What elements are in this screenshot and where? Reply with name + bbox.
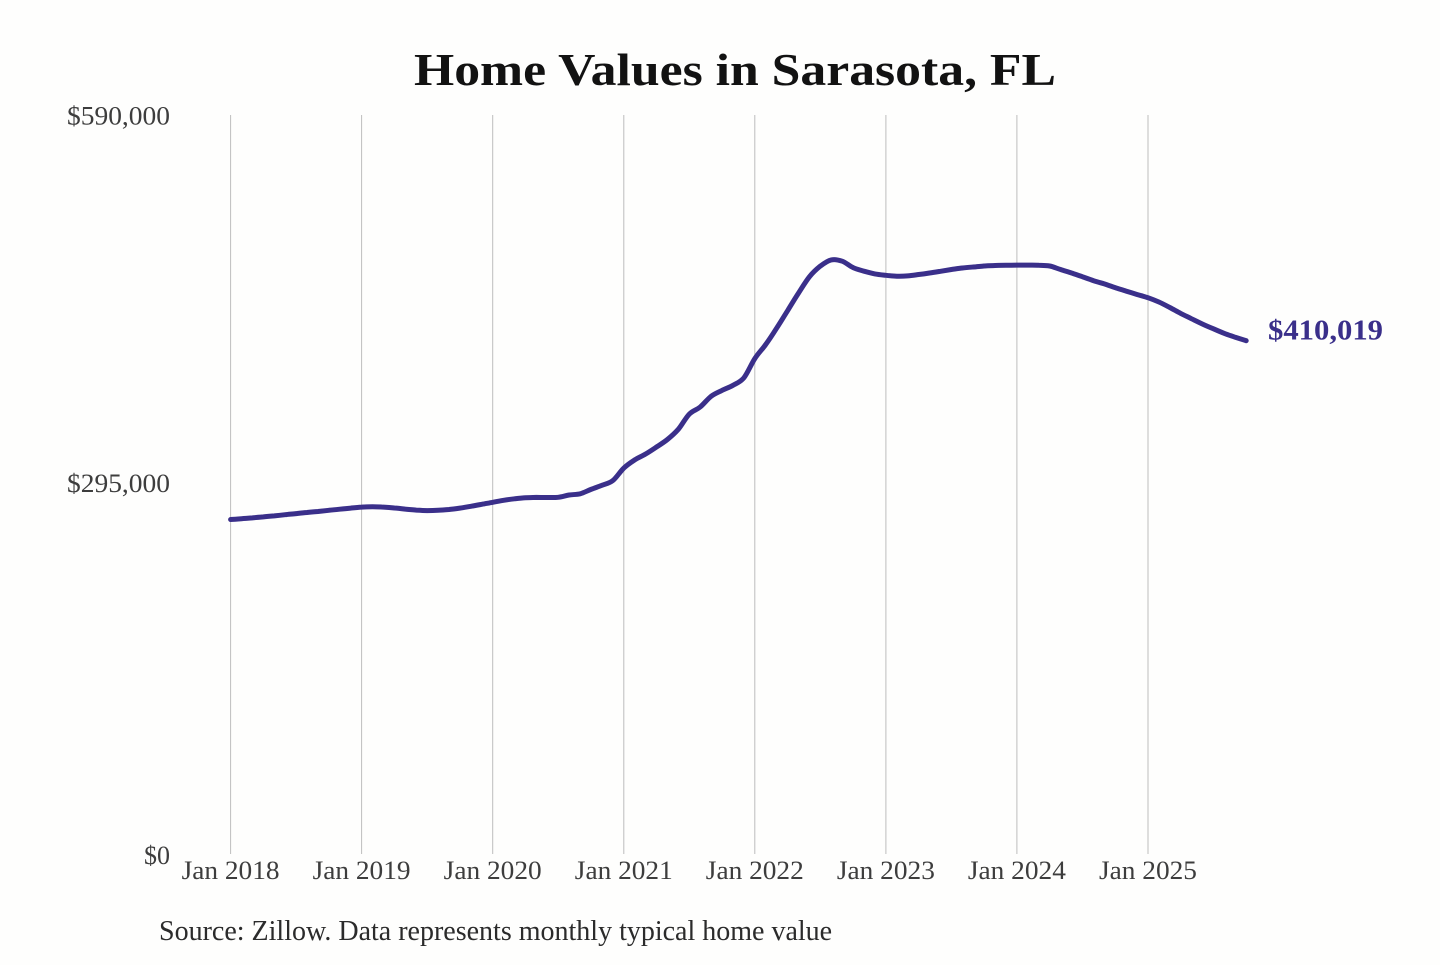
svg-text:Home Values in Sarasota, FL: Home Values in Sarasota, FL bbox=[414, 44, 1056, 95]
svg-text:$590,000: $590,000 bbox=[67, 102, 170, 131]
svg-text:Jan 2019: Jan 2019 bbox=[313, 856, 411, 885]
svg-text:Jan 2022: Jan 2022 bbox=[706, 856, 804, 885]
svg-text:$410,019: $410,019 bbox=[1268, 316, 1383, 347]
svg-text:Jan 2020: Jan 2020 bbox=[444, 856, 542, 885]
svg-text:$0: $0 bbox=[144, 841, 170, 870]
svg-text:Jan 2018: Jan 2018 bbox=[182, 856, 280, 885]
svg-text:$295,000: $295,000 bbox=[67, 469, 170, 498]
svg-text:Source: Zillow. Data represent: Source: Zillow. Data represents monthly … bbox=[159, 916, 832, 947]
svg-text:Jan 2023: Jan 2023 bbox=[837, 856, 935, 885]
svg-text:Jan 2021: Jan 2021 bbox=[575, 856, 673, 885]
svg-text:Jan 2025: Jan 2025 bbox=[1099, 856, 1197, 885]
svg-text:Jan 2024: Jan 2024 bbox=[968, 856, 1066, 885]
